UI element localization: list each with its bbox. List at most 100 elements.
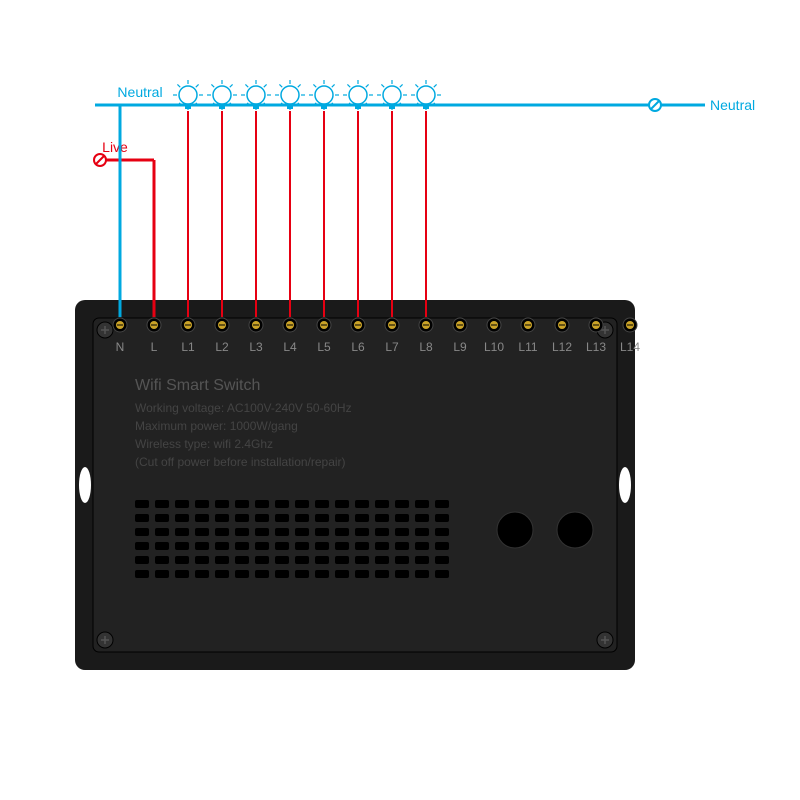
vent-slot — [175, 500, 189, 508]
vent-slot — [415, 542, 429, 550]
vent-slot — [195, 500, 209, 508]
vent-slot — [155, 556, 169, 564]
vent-slot — [395, 556, 409, 564]
vent-slot — [155, 528, 169, 536]
vent-slot — [435, 556, 449, 564]
vent-slot — [255, 570, 269, 578]
cutout — [557, 512, 593, 548]
bulb-icon — [343, 80, 373, 110]
vent-slot — [355, 500, 369, 508]
vent-slot — [335, 542, 349, 550]
vent-slot — [375, 556, 389, 564]
bulb-icon — [207, 80, 237, 110]
device-spec-line: Wireless type: wifi 2.4Ghz — [135, 437, 273, 451]
vent-slot — [395, 542, 409, 550]
terminal-label: L1 — [181, 340, 195, 354]
cutout — [497, 512, 533, 548]
bulb-icon — [377, 80, 407, 110]
neutral-label-left: Neutral — [117, 84, 162, 100]
vent-slot — [135, 528, 149, 536]
vent-slot — [175, 514, 189, 522]
smart-switch-device: NLL1L2L3L4L5L6L7L8L9L10L11L12L13L14Wifi … — [75, 300, 640, 670]
terminal-label: L14 — [620, 340, 640, 354]
vent-slot — [355, 556, 369, 564]
vent-slot — [415, 500, 429, 508]
vent-slot — [355, 528, 369, 536]
vent-slot — [415, 570, 429, 578]
vent-slot — [275, 500, 289, 508]
vent-slot — [215, 514, 229, 522]
vent-slot — [255, 542, 269, 550]
terminal-label: L12 — [552, 340, 572, 354]
vent-slot — [195, 514, 209, 522]
vent-slot — [135, 556, 149, 564]
vent-slot — [155, 500, 169, 508]
live-label: Live — [102, 139, 128, 155]
vent-slot — [155, 570, 169, 578]
vent-slot — [295, 556, 309, 564]
vent-slot — [195, 542, 209, 550]
bulb-icon — [275, 80, 305, 110]
bulb-icon — [309, 80, 339, 110]
vent-slot — [235, 556, 249, 564]
vent-slot — [135, 500, 149, 508]
mount-hole — [79, 467, 91, 503]
terminal-label: N — [116, 340, 125, 354]
vent-slot — [275, 528, 289, 536]
vent-slot — [195, 570, 209, 578]
vent-slot — [195, 556, 209, 564]
vent-slot — [395, 500, 409, 508]
device-spec-line: (Cut off power before installation/repai… — [135, 455, 346, 469]
bulb-icon — [411, 80, 441, 110]
mount-hole — [619, 467, 631, 503]
device-spec-line: Maximum power: 1000W/gang — [135, 419, 298, 433]
vent-slot — [175, 570, 189, 578]
vent-slot — [435, 542, 449, 550]
bulb-icon — [241, 80, 271, 110]
vent-slot — [235, 500, 249, 508]
terminal-label: L11 — [518, 340, 537, 354]
vent-slot — [215, 556, 229, 564]
vent-slot — [315, 556, 329, 564]
wiring-diagram: NeutralNeutralLiveNLL1L2L3L4L5L6L7L8L9L1… — [0, 0, 800, 800]
vent-slot — [195, 528, 209, 536]
vent-slot — [295, 542, 309, 550]
terminal-label: L7 — [385, 340, 399, 354]
vent-slot — [235, 528, 249, 536]
vent-slot — [315, 542, 329, 550]
vent-slot — [435, 514, 449, 522]
vent-slot — [235, 570, 249, 578]
vent-slot — [355, 570, 369, 578]
vent-slot — [375, 514, 389, 522]
vent-slot — [215, 500, 229, 508]
vent-slot — [155, 542, 169, 550]
terminal-label: L8 — [419, 340, 433, 354]
vent-slot — [135, 570, 149, 578]
vent-slot — [215, 542, 229, 550]
vent-slot — [435, 570, 449, 578]
vent-slot — [395, 570, 409, 578]
vent-slot — [155, 514, 169, 522]
terminal-label: L4 — [283, 340, 297, 354]
vent-slot — [395, 528, 409, 536]
vent-slot — [295, 570, 309, 578]
vent-slot — [315, 514, 329, 522]
vent-slot — [335, 528, 349, 536]
vent-slot — [295, 528, 309, 536]
vent-slot — [235, 542, 249, 550]
vent-slot — [315, 500, 329, 508]
vent-slot — [275, 542, 289, 550]
vent-slot — [415, 528, 429, 536]
terminal-label: L5 — [317, 340, 331, 354]
vent-slot — [275, 514, 289, 522]
vent-slot — [435, 500, 449, 508]
vent-slot — [295, 514, 309, 522]
device-spec-line: Working voltage: AC100V-240V 50-60Hz — [135, 401, 352, 415]
vent-slot — [395, 514, 409, 522]
vent-slot — [135, 542, 149, 550]
vent-slot — [235, 514, 249, 522]
vent-slot — [335, 556, 349, 564]
vent-slot — [415, 514, 429, 522]
vent-slot — [275, 570, 289, 578]
neutral-label-right: Neutral — [710, 97, 755, 113]
